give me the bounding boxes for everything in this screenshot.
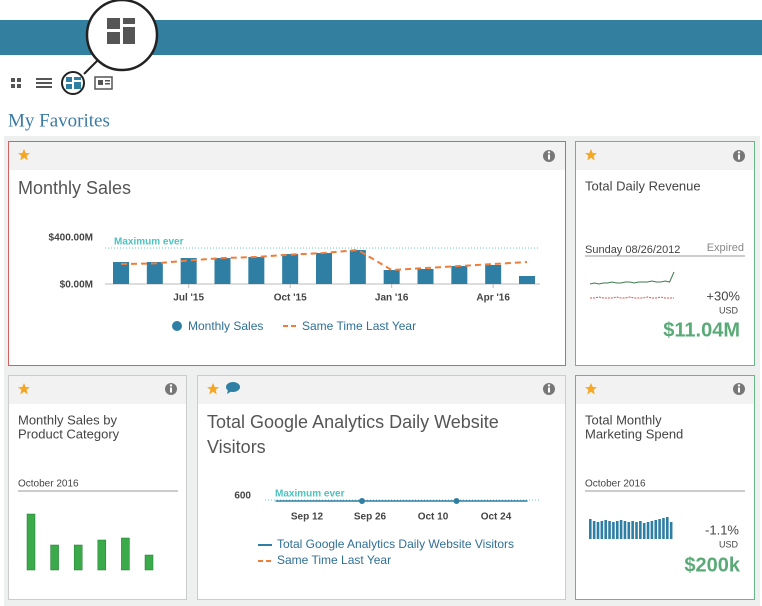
widget-title: Monthly Sales by [18, 412, 117, 427]
bar [113, 262, 129, 284]
x-tick-label: Oct '15 [274, 293, 307, 304]
widget-title: Total Daily Revenue [585, 178, 701, 193]
point [359, 498, 365, 504]
x-tick-label: Apr '16 [476, 293, 510, 304]
x-tick-label: Sep 12 [291, 512, 324, 523]
bar [248, 256, 265, 284]
bar [612, 522, 615, 539]
widget-title: Monthly Sales [18, 178, 131, 198]
amount: $200k [684, 554, 740, 576]
bar [349, 250, 366, 284]
bar [642, 523, 646, 539]
bar [592, 521, 596, 539]
bar [627, 522, 631, 539]
widget-title: Total Monthly [585, 412, 662, 427]
period: October 2016 [18, 479, 79, 490]
comment-icon[interactable] [226, 382, 240, 394]
y-tick-label: 600 [234, 491, 251, 502]
bar [282, 254, 299, 284]
bar [650, 521, 654, 539]
currency: USD [719, 539, 739, 549]
point [453, 498, 460, 504]
legend-label: Same Time Last Year [277, 553, 391, 567]
info-icon[interactable] [165, 383, 177, 395]
period: October 2016 [585, 479, 646, 490]
bar [50, 544, 59, 571]
view-toggle[interactable] [11, 78, 21, 88]
bar [73, 544, 83, 571]
bar [451, 266, 468, 284]
bar [631, 521, 634, 539]
x-tick-label: Oct 24 [481, 512, 512, 523]
x-tick-label: Sep 26 [354, 512, 387, 523]
bar [646, 522, 650, 539]
bar [619, 520, 623, 539]
bar [146, 262, 163, 284]
line-series [120, 249, 528, 272]
bar [600, 521, 604, 539]
widget-title: Product Category [18, 426, 120, 441]
y-tick-label: $0.00M [60, 280, 93, 291]
bar [214, 258, 231, 284]
bar [589, 519, 592, 539]
bar [417, 268, 434, 284]
bar [615, 521, 619, 539]
status: Expired [707, 242, 744, 254]
bar [666, 517, 669, 539]
list-toggle[interactable] [36, 78, 52, 88]
dashboard-toggle[interactable] [61, 71, 85, 95]
reference-label: Maximum ever [275, 489, 345, 500]
bar [180, 258, 197, 284]
change: -1.1% [705, 522, 739, 537]
bar [639, 521, 642, 539]
bar [662, 518, 665, 539]
bar [383, 270, 400, 284]
report-toggle[interactable] [94, 76, 113, 90]
bar [97, 539, 107, 571]
sparkline [590, 296, 674, 299]
legend-label: Monthly Sales [188, 319, 263, 333]
reference-label: Maximum ever [114, 237, 184, 248]
bar [316, 252, 332, 284]
legend-label: Same Time Last Year [302, 319, 416, 333]
bar [658, 519, 661, 539]
bar [623, 521, 627, 539]
widget-title: Total Google Analytics Daily Website [207, 412, 499, 432]
info-icon[interactable] [733, 150, 745, 162]
y-tick-label: $400.00M [49, 233, 93, 244]
amount: $11.04M [663, 319, 740, 341]
bar [596, 522, 600, 539]
bar [519, 276, 535, 284]
legend-marker [172, 321, 182, 331]
favorites-area [4, 136, 760, 606]
change: +30% [706, 288, 740, 303]
info-icon[interactable] [733, 383, 745, 395]
bar [635, 522, 638, 539]
bar [26, 513, 36, 571]
info-icon[interactable] [543, 383, 555, 395]
sparkline [589, 271, 675, 285]
info-icon[interactable] [543, 150, 555, 162]
widget-title: Visitors [207, 437, 266, 457]
bar [654, 520, 658, 539]
bar [121, 537, 130, 571]
x-tick-label: Jul '15 [173, 293, 204, 304]
zoom-callout [85, 0, 159, 72]
bar [669, 522, 673, 539]
currency: USD [719, 305, 739, 315]
x-tick-label: Oct 10 [418, 512, 449, 523]
bar [485, 264, 502, 284]
widget-title: Marketing Spend [585, 426, 683, 441]
bar [144, 554, 154, 571]
page-title: My Favorites [8, 110, 110, 131]
x-tick-label: Jan '16 [375, 293, 409, 304]
bar [608, 521, 611, 539]
legend-label: Total Google Analytics Daily Website Vis… [277, 537, 514, 551]
bar [604, 520, 607, 539]
date: Sunday 08/26/2012 [585, 244, 680, 256]
